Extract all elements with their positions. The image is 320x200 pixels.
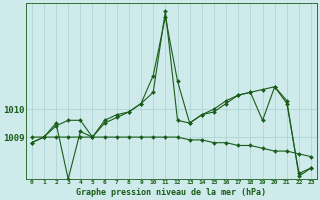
X-axis label: Graphe pression niveau de la mer (hPa): Graphe pression niveau de la mer (hPa) bbox=[76, 188, 267, 197]
